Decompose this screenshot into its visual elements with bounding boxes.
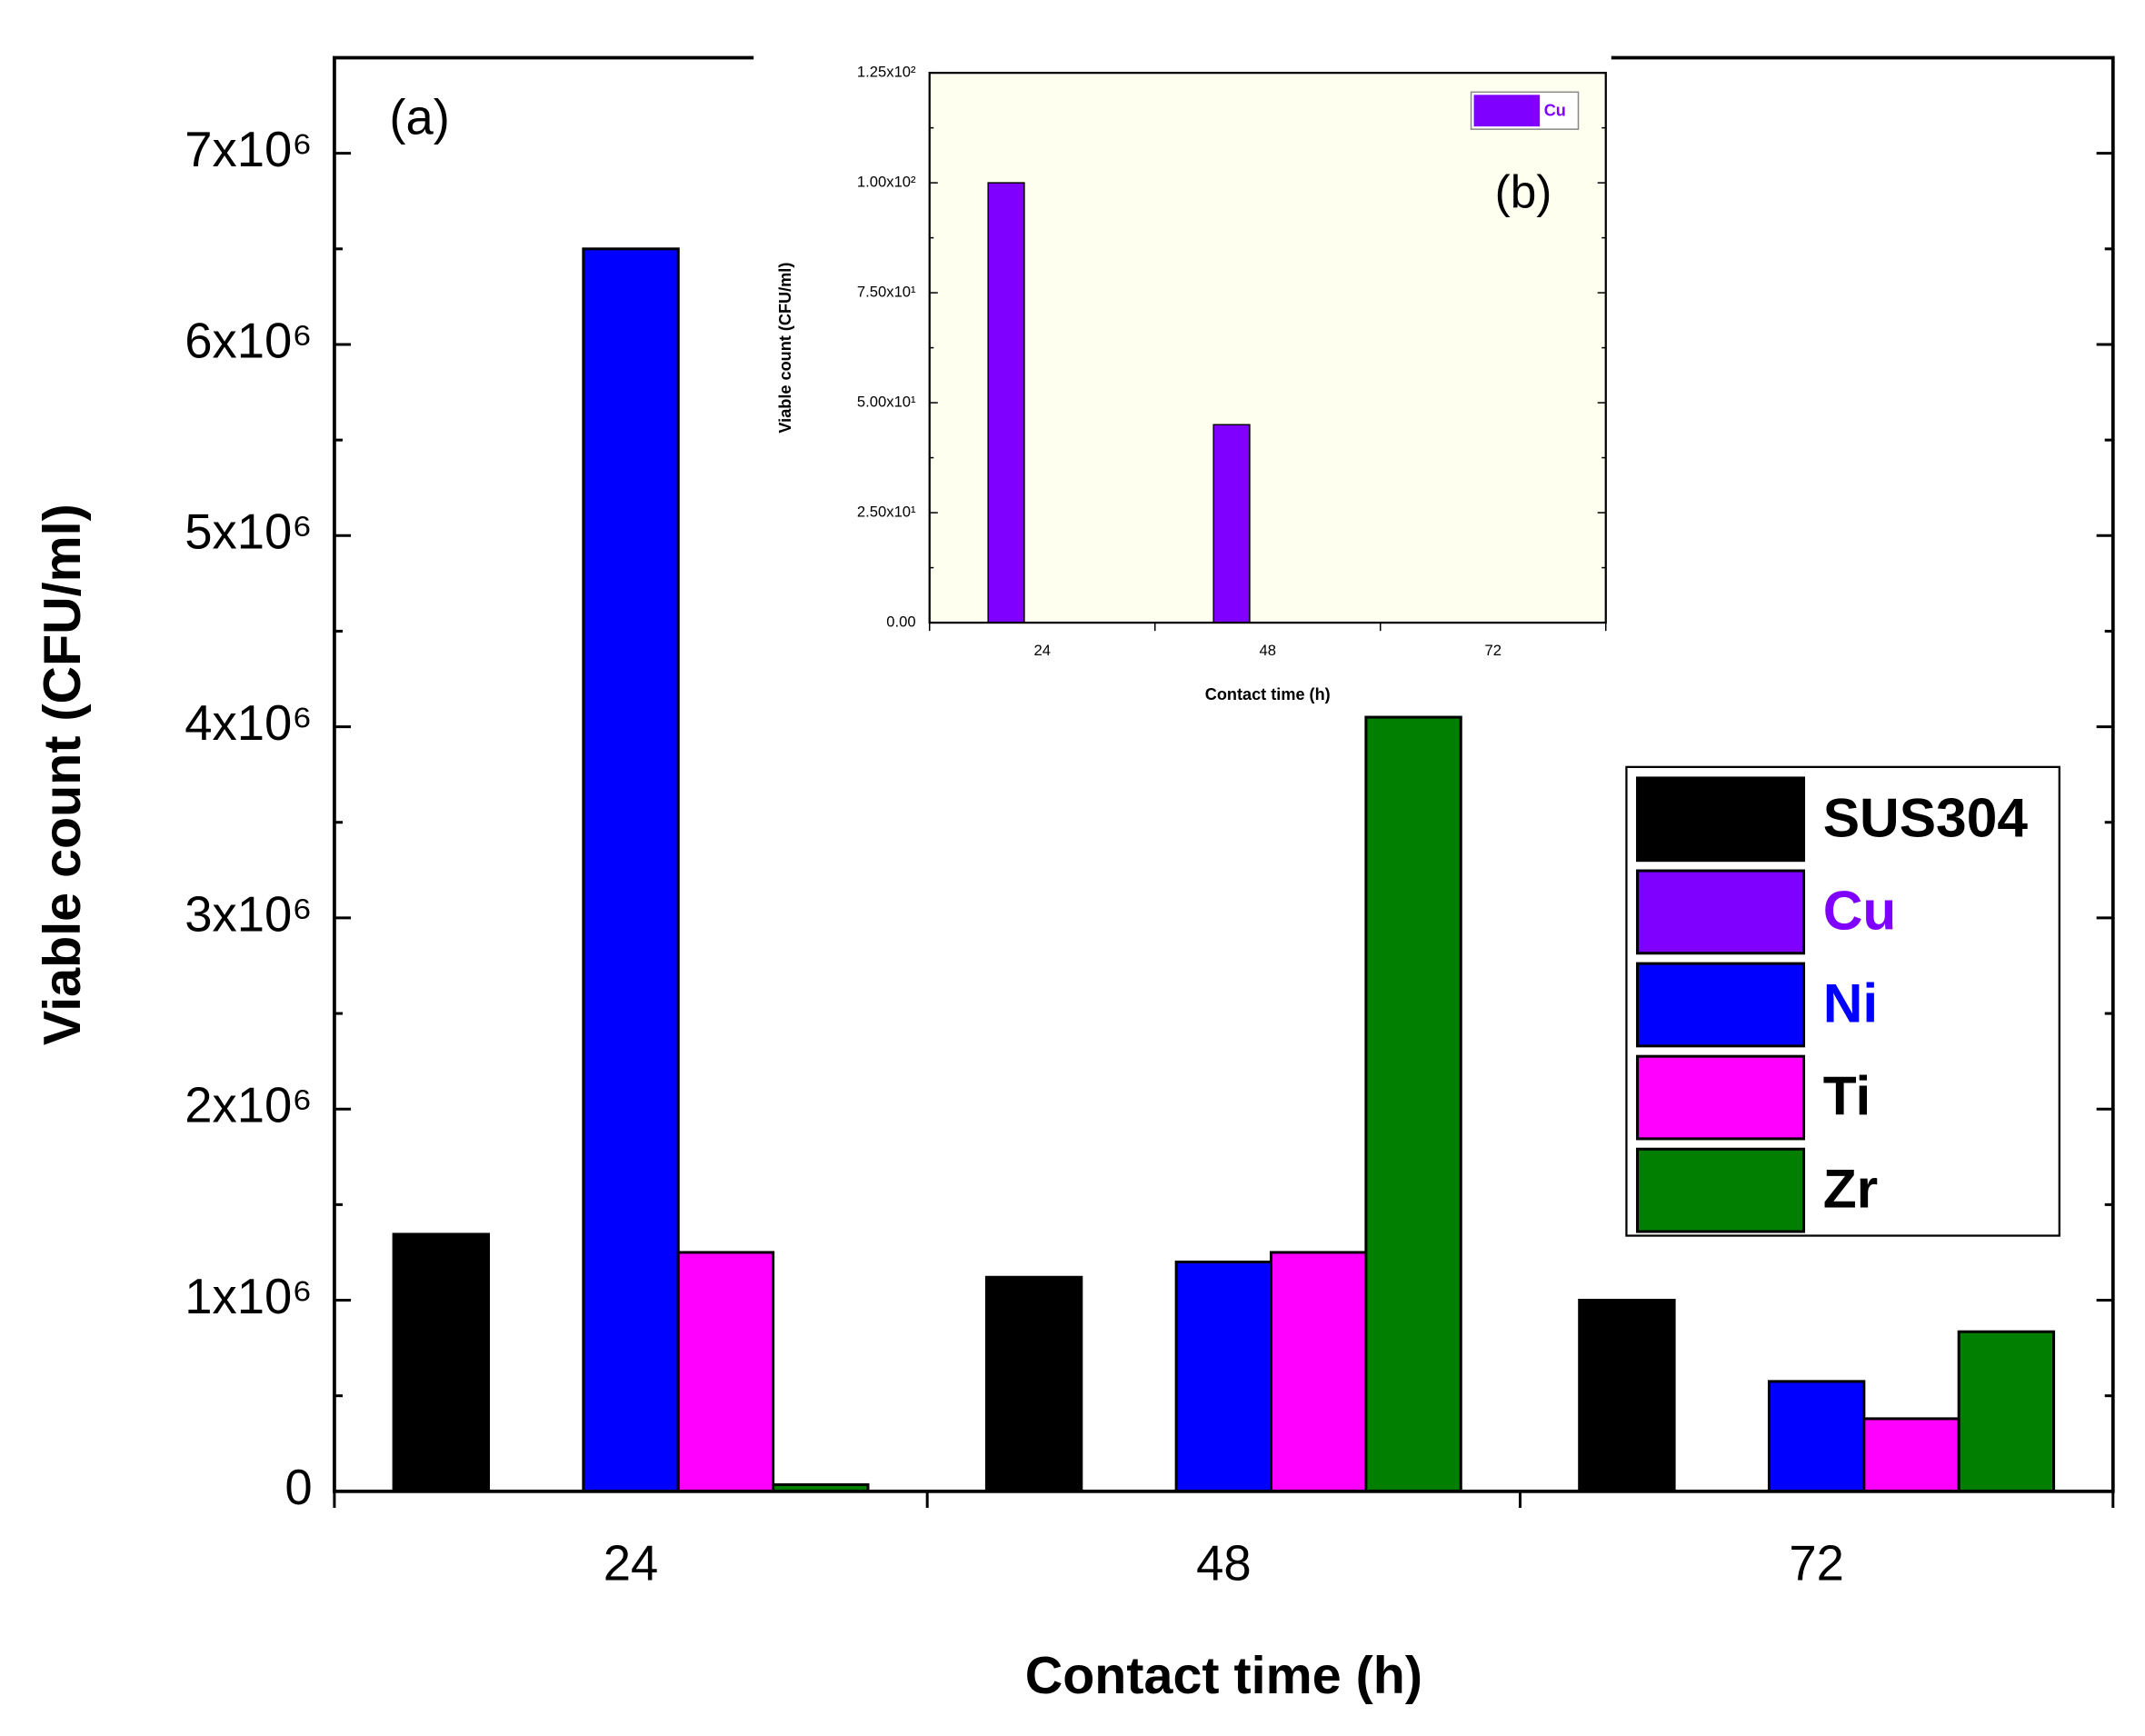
legend-swatch (1636, 869, 1806, 955)
legend-swatch (1473, 95, 1541, 127)
x-axis-label: Contact time (h) (1025, 1647, 1422, 1705)
bar (1862, 1417, 1960, 1493)
bar (1270, 1251, 1368, 1493)
bar (676, 1251, 775, 1493)
x-tick-label: 24 (1033, 642, 1051, 659)
bar (1578, 1298, 1676, 1493)
y-tick-label: 0.00 (886, 613, 915, 630)
y-tick-label: 4x10⁶ (185, 695, 312, 751)
y-tick-label: 3x10⁶ (185, 886, 312, 942)
bar (1957, 1330, 2056, 1493)
legend-swatch (1636, 1054, 1806, 1141)
bar (1364, 715, 1462, 1493)
bar (392, 1232, 491, 1493)
annotation: (b) (1495, 165, 1552, 217)
legend-swatch (1636, 962, 1806, 1048)
bar (1767, 1380, 1866, 1493)
legend-label: SUS304 (1823, 786, 2029, 848)
y-tick-label: 5x10⁶ (185, 504, 312, 560)
legend-swatch (1636, 1147, 1806, 1233)
y-tick-label: 5.00x10¹ (857, 393, 916, 410)
y-axis-label: Viable count (CFU/ml) (776, 263, 794, 434)
y-tick-label: 2x10⁶ (185, 1078, 312, 1133)
y-axis-label: Viable count (CFU/ml) (34, 504, 92, 1045)
y-tick-label: 7x10⁶ (185, 122, 312, 177)
y-tick-label: 6x10⁶ (185, 313, 312, 368)
y-tick-label: 1.25x10² (857, 64, 916, 81)
y-tick-label: 0 (284, 1460, 312, 1515)
legend-label: Zr (1823, 1158, 1879, 1220)
bar (1212, 424, 1251, 624)
x-tick-label: 72 (1485, 642, 1502, 659)
x-tick-label: 24 (604, 1535, 659, 1591)
x-tick-label: 72 (1789, 1535, 1844, 1591)
x-axis-label: Contact time (h) (1205, 685, 1331, 703)
bar (984, 1275, 1083, 1493)
x-tick-label: 48 (1196, 1535, 1252, 1591)
annotation: (a) (389, 89, 450, 145)
bar (582, 247, 680, 1493)
legend-label: Ni (1823, 972, 1879, 1033)
y-tick-label: 7.50x10¹ (857, 284, 916, 301)
legend-label: Cu (1544, 101, 1566, 119)
plot-area (929, 73, 1606, 624)
bar (987, 182, 1025, 624)
y-tick-label: 2.50x10¹ (857, 503, 916, 520)
y-tick-label: 1.00x10² (857, 174, 916, 191)
y-tick-label: 1x10⁶ (185, 1269, 312, 1324)
bar (1174, 1260, 1273, 1493)
legend-label: Cu (1823, 879, 1897, 941)
x-tick-label: 48 (1259, 642, 1275, 659)
legend-label: Ti (1823, 1065, 1871, 1127)
legend-swatch (1636, 776, 1806, 863)
